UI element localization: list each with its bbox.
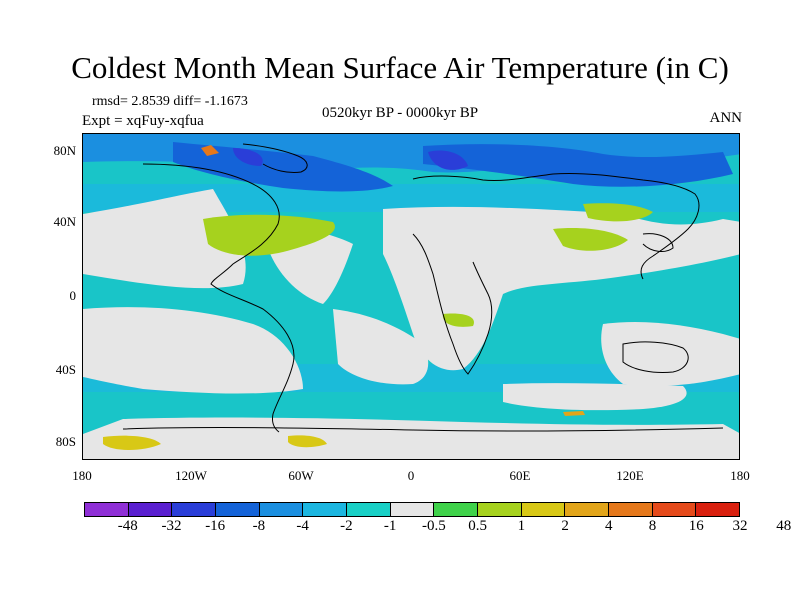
lon-label-180e: 180 (730, 468, 750, 483)
map-area (82, 133, 740, 460)
coastlines (122, 143, 724, 433)
colorbar-label: 8 (648, 518, 657, 534)
colorbar (84, 502, 740, 517)
warm-spot-arctic (201, 145, 219, 156)
south-pacific-neutral (83, 307, 303, 394)
colorbar-label: -4 (296, 518, 309, 534)
lon-label-0: 0 (407, 468, 415, 483)
colorbar-label: 1 (517, 518, 526, 534)
colorbar-swatch (478, 503, 522, 516)
colorbar-swatch (434, 503, 479, 516)
antarctic-warm-strip (563, 411, 585, 416)
colorbar-swatch (172, 503, 217, 516)
colorbar-swatch (259, 503, 304, 516)
colorbar-swatch (696, 503, 740, 516)
period-label: 0520kyr BP - 0000kyr BP (321, 105, 479, 121)
north-america-cold (173, 142, 393, 192)
colorbar-swatch (652, 503, 697, 516)
antarctic-warm-west (103, 435, 161, 450)
lat-label-40s: 40S (55, 362, 76, 377)
colorbar-label: -1 (383, 518, 397, 534)
colorbar-label: -2 (340, 518, 353, 534)
africa-warm (442, 313, 474, 327)
colorbar-label: 2 (561, 518, 569, 534)
lat-label-80s: 80S (55, 434, 76, 449)
colorbar-label: 48 (776, 518, 792, 534)
antarctic-warm-east (288, 435, 327, 448)
canada-deep-cold (233, 148, 263, 166)
colorbar-swatch (609, 503, 653, 516)
lat-label-80n: 80N (53, 143, 76, 158)
experiment-label: Expt = xqFuy-xqfua (82, 113, 204, 129)
lon-label-60e: 60E (509, 468, 531, 483)
pacific-neutral (83, 189, 246, 289)
lon-label-180w: 180 (72, 468, 92, 483)
na-warm-anomaly (203, 214, 335, 256)
season-label: ANN (709, 110, 743, 126)
indian-ocean-neutral (601, 322, 739, 386)
central-asia-warm (583, 203, 653, 222)
colorbar-label: 16 (688, 518, 704, 534)
colorbar-swatch (521, 503, 566, 516)
colorbar-swatch (565, 503, 610, 516)
colorbar-label: -48 (117, 518, 138, 534)
temperature-map (83, 134, 739, 459)
colorbar-swatch (216, 503, 260, 516)
lon-label-120w: 120W (175, 468, 207, 483)
colorbar-label: 4 (605, 518, 613, 534)
stats-readout: rmsd= 2.8539 diff= -1.1673 (92, 94, 248, 109)
eurasia-cold (423, 144, 733, 187)
colorbar-swatch (128, 503, 173, 516)
eurasia-africa-neutral (383, 206, 739, 371)
lat-label-0: 0 (69, 288, 77, 303)
southern-ocean-neutral (503, 383, 687, 411)
colorbar-label: -0.5 (421, 518, 446, 534)
siberia-deep-cold (428, 150, 468, 170)
colorbar-label: 32 (732, 518, 748, 534)
colorbar-swatch (390, 503, 435, 516)
colorbar-label: 0.5 (468, 518, 487, 534)
india-warm (553, 228, 628, 251)
colorbar-swatch (347, 503, 391, 516)
colorbar-swatch (85, 503, 129, 516)
lon-label-120e: 120E (616, 468, 644, 483)
colorbar-swatch (303, 503, 348, 516)
colorbar-label: -32 (161, 518, 182, 534)
lat-label-40n: 40N (53, 214, 76, 229)
plot-title: Coldest Month Mean Surface Air Temperatu… (71, 50, 729, 85)
colorbar-label: -16 (205, 518, 226, 534)
lon-label-60w: 60W (288, 468, 314, 483)
south-atlantic-neutral (333, 309, 429, 385)
colorbar-label: -8 (252, 518, 266, 534)
